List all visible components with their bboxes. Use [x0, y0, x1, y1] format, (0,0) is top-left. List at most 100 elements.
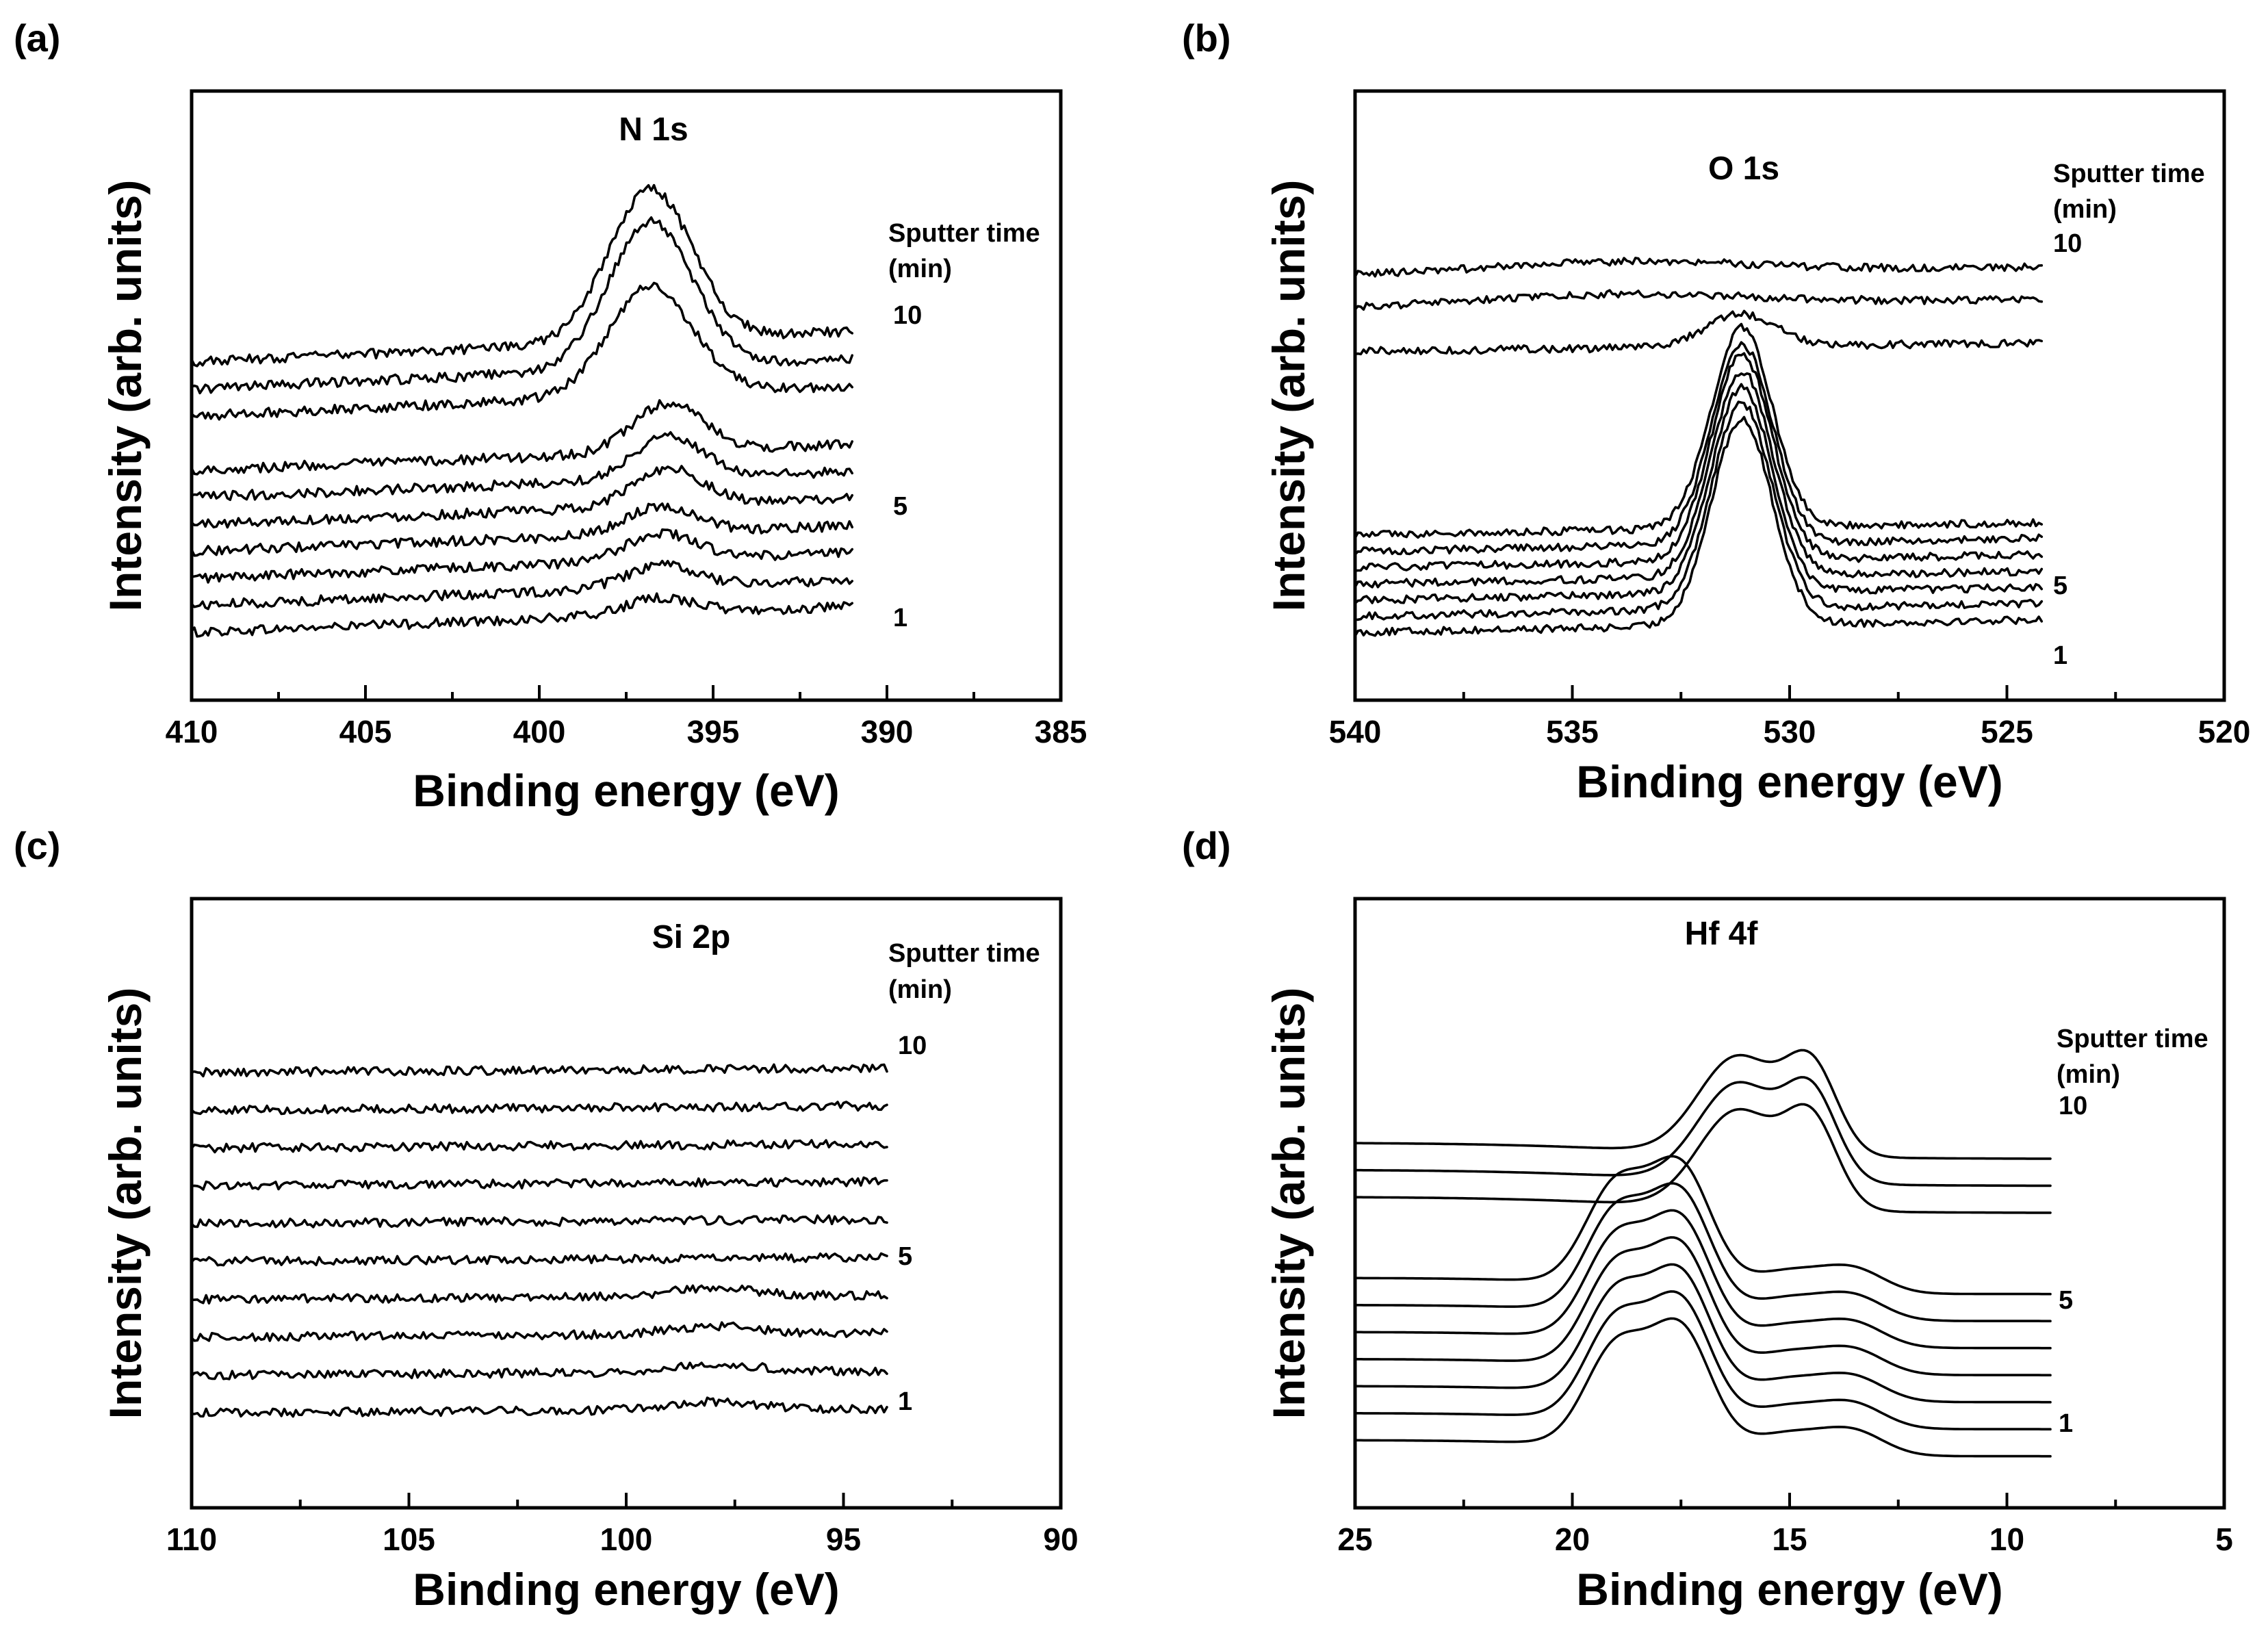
x-axis-label: Binding energy (eV) [413, 765, 839, 816]
legend-title-line1: Sputter time [2057, 1025, 2208, 1053]
spectrum-line-sputter-7 [1354, 1155, 2052, 1296]
spectrum-line-sputter-6 [190, 1214, 888, 1229]
curve-label-middle: 5 [893, 492, 907, 521]
spectrum-line-sputter-2 [190, 559, 853, 611]
y-axis-label: Intensity (arb. units) [1263, 988, 1314, 1420]
spectrum-line-sputter-8 [190, 281, 853, 421]
panel-title: O 1s [1708, 151, 1779, 187]
x-tick-label: 405 [339, 714, 392, 749]
spectrum-line-sputter-4 [190, 502, 853, 557]
spectrum-line-sputter-5 [190, 1252, 888, 1267]
x-axis-label: Binding energy (eV) [413, 1564, 839, 1615]
y-axis-label: Intensity (arb. units) [1263, 180, 1314, 612]
x-tick-label: 395 [687, 714, 740, 749]
x-tick-label: 20 [1555, 1521, 1590, 1557]
x-tick-label: 540 [1329, 714, 1382, 749]
legend-title-line2: (min) [2057, 1060, 2120, 1089]
x-axis-ticks: 540 535 530 525 520 [1329, 685, 2251, 749]
x-axis-label: Binding energy (eV) [1576, 756, 2002, 807]
spectrum-line-sputter-8 [190, 1139, 888, 1154]
y-axis-label: Intensity (arb. units) [100, 180, 151, 612]
spectrum-line-sputter-5 [1354, 352, 2044, 572]
x-tick-label: 110 [166, 1521, 217, 1557]
curve-label-top: 10 [898, 1031, 927, 1060]
x-tick-label: 535 [1546, 714, 1599, 749]
spectrum-line-sputter-3 [190, 528, 853, 584]
spectrum-line-sputter-2 [190, 1361, 888, 1380]
spectrum-line-sputter-5 [190, 465, 853, 529]
spectrum-line-sputter-6 [190, 431, 853, 501]
curve-label-bottom: 1 [2059, 1409, 2073, 1438]
spectra [1354, 1049, 2052, 1458]
panel-si2p: (c) 110 105 100 95 90 Si 2p Sputter time (mi… [14, 824, 1079, 1615]
spectrum-line-sputter-4 [1354, 1236, 2052, 1376]
spectrum-line-sputter-9 [190, 1101, 888, 1116]
panel-label: (c) [14, 824, 60, 867]
spectrum-line-sputter-4 [1354, 372, 2044, 589]
curve-label-top: 10 [893, 301, 922, 330]
spectrum-line-sputter-4 [190, 1284, 888, 1305]
legend-title-line1: Sputter time [888, 219, 1040, 248]
spectrum-line-sputter-1 [1354, 415, 2044, 638]
spectra [1354, 257, 2044, 638]
plot-frame [190, 89, 1063, 702]
legend-title-line1: Sputter time [2053, 159, 2205, 188]
curve-label-bottom: 1 [898, 1387, 912, 1416]
spectrum-line-sputter-6 [1354, 1182, 2052, 1322]
x-tick-label: 105 [383, 1521, 435, 1557]
spectrum-line-sputter-7 [190, 399, 853, 476]
x-tick-label: 410 [166, 714, 218, 749]
panel-hf4f: (d) 25 20 15 10 5 Hf 4f Sputter time (min) 1… [1182, 824, 2233, 1615]
x-tick-label: 5 [2215, 1521, 2233, 1557]
spectrum-line-sputter-1 [190, 592, 853, 638]
spectrum-line-sputter-8 [1354, 1103, 2052, 1214]
spectrum-line-sputter-7 [1354, 322, 2044, 539]
spectrum-line-sputter-6 [1354, 341, 2044, 556]
y-axis-label: Intensity (arb. units) [100, 988, 151, 1420]
curve-label-top: 10 [2059, 1092, 2087, 1120]
x-tick-label: 90 [1043, 1521, 1078, 1557]
curve-label-top: 10 [2053, 229, 2082, 258]
x-tick-label: 95 [826, 1521, 861, 1557]
spectrum-line-sputter-10 [1354, 257, 2044, 279]
legend-title-line2: (min) [888, 255, 952, 283]
panel-label: (a) [14, 16, 60, 60]
spectrum-line-sputter-3 [190, 1321, 888, 1342]
x-tick-label: 525 [1981, 714, 2033, 749]
x-tick-label: 15 [1772, 1521, 1807, 1557]
spectrum-line-sputter-3 [1354, 1263, 2052, 1404]
x-axis-label: Binding energy (eV) [1576, 1564, 2002, 1615]
x-tick-label: 530 [1764, 714, 1816, 749]
spectrum-line-sputter-1 [1354, 1317, 2052, 1458]
x-axis-ticks: 410 405 400 395 390 385 [166, 685, 1087, 749]
spectrum-line-sputter-10 [1354, 1049, 2052, 1160]
panel-o1s: (b) 540 535 530 525 520 O 1s Sputter time (m… [1182, 16, 2250, 807]
curve-label-middle: 5 [898, 1242, 912, 1271]
legend-title-line2: (min) [2053, 195, 2117, 224]
panel-label: (d) [1182, 824, 1231, 867]
curve-label-bottom: 1 [893, 604, 907, 632]
legend-title-line2: (min) [888, 975, 952, 1004]
plot-frame [1353, 897, 2226, 1510]
x-axis-ticks: 25 20 15 10 5 [1337, 1493, 2233, 1557]
spectrum-line-sputter-1 [190, 1396, 888, 1418]
spectra [190, 1063, 888, 1418]
x-tick-label: 520 [2198, 714, 2251, 749]
spectrum-line-sputter-9 [190, 216, 853, 395]
curve-label-middle: 5 [2059, 1286, 2073, 1315]
panel-title: Hf 4f [1685, 916, 1759, 952]
spectrum-line-sputter-8 [1354, 309, 2044, 356]
x-tick-label: 400 [513, 714, 566, 749]
x-tick-label: 385 [1035, 714, 1087, 749]
x-tick-label: 100 [600, 1521, 653, 1557]
x-axis-ticks: 110 105 100 95 90 [166, 1493, 1079, 1557]
panel-title: N 1s [619, 112, 688, 148]
spectrum-line-sputter-10 [190, 183, 853, 368]
panel-n1s: (a) 410 405 400 395 390 385 N 1s Sputter time… [14, 16, 1087, 816]
spectrum-line-sputter-7 [190, 1176, 888, 1191]
curve-label-bottom: 1 [2053, 641, 2067, 670]
spectrum-line-sputter-10 [190, 1063, 888, 1078]
spectrum-line-sputter-9 [1354, 1076, 2052, 1187]
spectrum-line-sputter-3 [1354, 383, 2044, 605]
